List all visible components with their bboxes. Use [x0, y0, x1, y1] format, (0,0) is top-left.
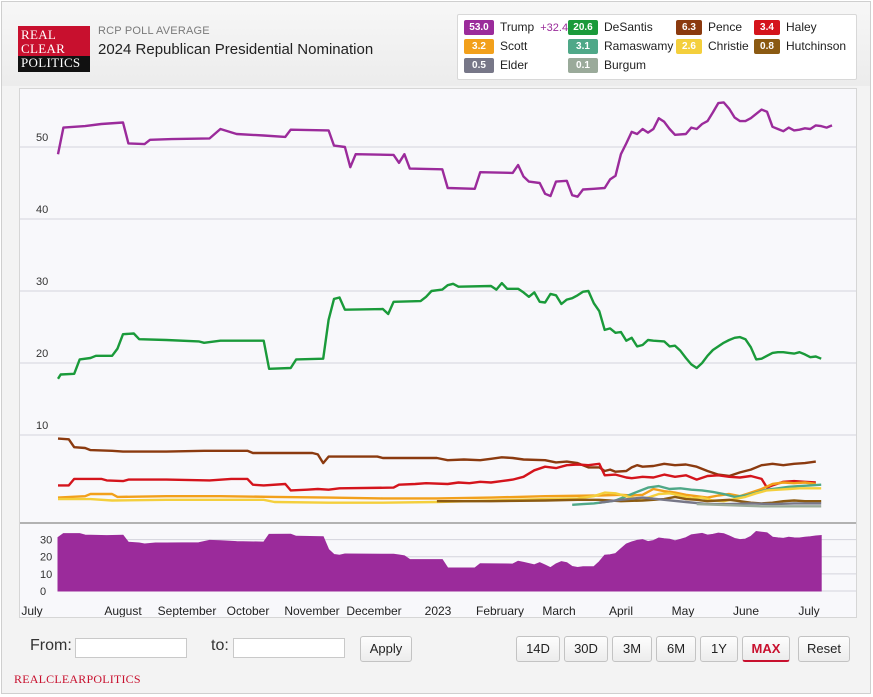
legend-item-trump[interactable]: 53.0 Trump +32.4 [464, 20, 568, 36]
navigator-area [57, 530, 822, 592]
series-line-trump [56, 101, 833, 198]
x-tick-label: February [476, 604, 524, 617]
x-tick-label: May [672, 604, 695, 617]
y-tick-label: 20 [36, 348, 48, 360]
y-tick-label: 30 [36, 276, 48, 288]
legend-item-pence[interactable]: 6.3 Pence [676, 20, 742, 36]
range-6m-button[interactable]: 6M [656, 636, 696, 662]
chart-kicker: RCP POLL AVERAGE [98, 25, 210, 37]
navigator-y-tick-label: 30 [40, 535, 52, 547]
range-1y-button[interactable]: 1Y [700, 636, 738, 662]
legend-item-scott[interactable]: 3.2 Scott [464, 39, 527, 55]
legend-item-haley[interactable]: 3.4 Haley [754, 20, 817, 36]
from-label: From: [30, 637, 72, 654]
range-3m-button[interactable]: 3M [612, 636, 652, 662]
x-tick-label: July [21, 604, 42, 617]
date-range-controls: From: to: Apply 14D 30D 3M 6M 1Y MAX Res… [2, 628, 870, 668]
series-line-scott [57, 481, 816, 500]
legend-item-hutchinson[interactable]: 0.8 Hutchinson [754, 39, 846, 55]
x-tick-label: April [609, 604, 633, 617]
legend-item-elder[interactable]: 0.5 Elder [464, 58, 528, 74]
x-tick-label: March [542, 604, 575, 617]
plot-area[interactable]: 10 20 30 40 50 0 10 20 30 July August September Octo… [19, 88, 857, 618]
navigator-y-tick-label: 0 [40, 586, 46, 598]
y-tick-label: 40 [36, 204, 48, 216]
x-tick-label: November [284, 604, 339, 617]
legend-item-christie[interactable]: 2.6 Christie [676, 39, 749, 55]
x-tick-label: June [733, 604, 759, 617]
x-tick-label: September [158, 604, 217, 617]
chart-title: 2024 Republican Presidential Nomination [98, 41, 374, 58]
chart-header: REAL CLEAR POLITICS RCP POLL AVERAGE 202… [2, 2, 870, 86]
series-line-hutchinson [436, 495, 822, 505]
apply-button[interactable]: Apply [360, 636, 412, 662]
chart-svg[interactable]: 10 20 30 40 50 0 10 20 30 July August September Octo… [20, 89, 856, 617]
y-tick-label: 50 [36, 132, 48, 144]
navigator-y-tick-label: 10 [40, 569, 52, 581]
series-line-burgum [696, 502, 822, 508]
to-label: to: [211, 637, 229, 654]
range-14d-button[interactable]: 14D [516, 636, 560, 662]
range-30d-button[interactable]: 30D [564, 636, 608, 662]
legend-item-desantis[interactable]: 20.6 DeSantis [568, 20, 653, 36]
to-date-input[interactable] [233, 638, 345, 658]
x-tick-label: October [227, 604, 270, 617]
series-line-haley [58, 462, 816, 492]
x-tick-label: July [798, 604, 819, 617]
legend: 53.0 Trump +32.4 20.6 DeSantis 6.3 Pence 3.4… [457, 14, 857, 80]
x-tick-label: December [346, 604, 401, 617]
reset-button[interactable]: Reset [798, 636, 850, 662]
series-line-pence [57, 437, 816, 478]
range-max-button[interactable]: MAX [742, 636, 790, 662]
footer-brand: REALCLEARPOLITICS [14, 672, 141, 686]
rcp-logo: REAL CLEAR POLITICS [18, 26, 90, 72]
legend-item-burgum[interactable]: 0.1 Burgum [568, 58, 646, 74]
legend-item-ramaswamy[interactable]: 3.1 Ramaswamy [568, 39, 673, 55]
y-tick-label: 10 [36, 420, 48, 432]
from-date-input[interactable] [75, 638, 187, 658]
x-tick-label: 2023 [425, 604, 452, 617]
navigator-y-tick-label: 20 [40, 552, 52, 564]
x-tick-label: August [104, 604, 142, 617]
series-line-desantis [56, 281, 822, 380]
